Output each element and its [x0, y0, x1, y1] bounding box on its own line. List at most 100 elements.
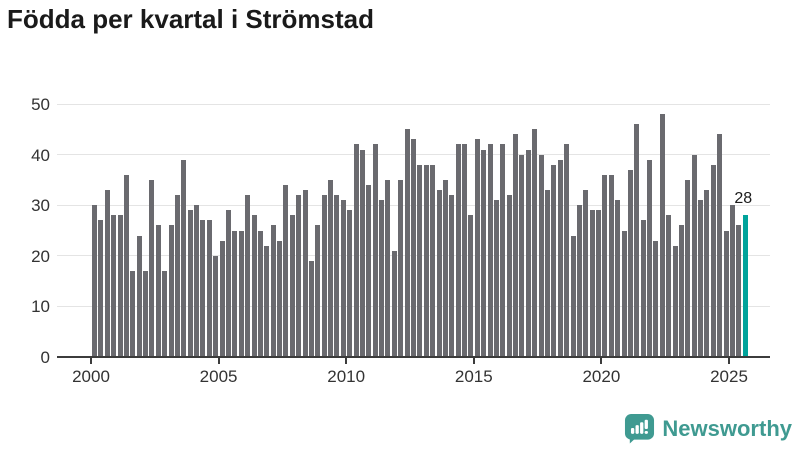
bar-quarter: [232, 230, 238, 357]
x-axis-tick-label: 2005: [199, 367, 238, 386]
bar-quarter: [481, 149, 487, 357]
bar-quarter: [168, 225, 174, 357]
x-axis-tick: [345, 358, 348, 364]
bar-quarter: [627, 169, 633, 357]
bar-quarter: [264, 245, 270, 357]
bar-quarter: [449, 195, 455, 357]
bar-quarter: [647, 159, 653, 357]
x-axis-tick-label: 2015: [454, 367, 493, 386]
bar-quarter: [525, 149, 531, 357]
bar-quarter: [442, 179, 448, 357]
bar-quarter: [289, 215, 295, 357]
bar-quarter: [359, 149, 365, 357]
x-axis-tick: [600, 358, 603, 364]
bar-quarter: [430, 164, 436, 357]
bar-quarter: [576, 205, 582, 357]
bar-quarter: [340, 200, 346, 357]
bar-quarter: [596, 210, 602, 357]
bar-quarter: [493, 200, 499, 357]
y-axis-tick-label: 20: [31, 246, 50, 266]
bar-quarter: [308, 260, 314, 357]
bar-quarter: [334, 195, 340, 357]
plot-area: [57, 103, 770, 357]
y-axis-tick-label: 10: [31, 297, 50, 317]
bar-quarter: [411, 139, 416, 357]
bar-quarter: [328, 179, 334, 357]
bar-quarter: [659, 114, 665, 357]
bar-quarter: [710, 164, 716, 357]
bar-quarter: [404, 129, 410, 357]
bar-quarter: [551, 164, 557, 357]
bar-quarter: [698, 200, 704, 357]
bar-quarter: [672, 245, 678, 357]
bar-quarter: [353, 144, 359, 357]
x-axis-tick-label: 2000: [72, 367, 110, 386]
bar-quarter: [621, 230, 627, 357]
bar-quarter: [270, 225, 276, 357]
bar-quarter: [136, 235, 142, 357]
bar-quarter: [187, 210, 193, 357]
bar-quarter: [225, 210, 231, 357]
bar-quarter: [245, 195, 251, 357]
bar-quarter: [296, 195, 302, 357]
bar-quarter: [723, 230, 729, 357]
bar-quarter: [366, 184, 372, 357]
x-axis-tick-label: 2020: [582, 367, 621, 386]
bar-quarter: [206, 220, 212, 357]
y-axis-tick-label: 50: [31, 95, 50, 114]
bar-quarter: [372, 144, 378, 357]
bar-quarter: [123, 174, 129, 357]
last-bar-value-label: 28: [734, 190, 753, 208]
bar-quarter: [181, 159, 187, 357]
newsworthy-logo[interactable]: Newsworthy: [624, 413, 792, 444]
bar-quarter: [391, 250, 397, 357]
x-axis-tick: [217, 358, 220, 364]
bar-quarter: [736, 225, 742, 357]
bar-quarter: [162, 270, 168, 357]
bar-quarter: [532, 129, 538, 357]
x-axis-line: [57, 356, 770, 358]
bar-quarter: [194, 205, 200, 357]
y-axis-tick-label: 0: [40, 348, 50, 367]
bar-quarter: [143, 270, 149, 357]
y-axis-tick-label: 30: [31, 196, 50, 216]
bar-quarter: [92, 205, 97, 357]
gridline-50: [57, 103, 770, 105]
bar-quarter: [219, 240, 225, 357]
bar-quarter: [347, 210, 353, 357]
x-axis-tick: [472, 358, 475, 364]
bar-quarter: [283, 184, 289, 357]
bar-quarter: [149, 179, 155, 357]
bar-quarter: [685, 179, 691, 357]
bar-quarter: [506, 195, 512, 357]
bar-latest-quarter-highlight: [742, 215, 748, 357]
bar-quarter: [200, 220, 206, 357]
bar-quarter: [155, 225, 161, 357]
bar-quarter: [251, 215, 257, 357]
x-axis-tick: [90, 358, 92, 364]
bar-quarter: [104, 190, 110, 357]
bar-quarter: [730, 205, 735, 357]
bar-quarter: [519, 154, 525, 357]
bar-quarter: [634, 124, 640, 357]
bar-quarter: [513, 134, 519, 357]
bar-quarter: [544, 190, 550, 357]
newsworthy-logo-text: Newsworthy: [662, 415, 792, 441]
y-axis-tick-label: 40: [31, 145, 50, 165]
bar-quarter: [538, 154, 544, 357]
bar-quarter: [570, 235, 576, 357]
x-axis-tick-label: 2025: [710, 367, 748, 386]
bar-quarter: [98, 220, 104, 357]
bar-quarter: [321, 195, 327, 357]
bar-quarter: [589, 210, 595, 357]
bar-quarter: [462, 144, 468, 357]
bar-quarter: [608, 174, 614, 357]
bar-quarter: [130, 270, 136, 357]
bar-quarter: [564, 144, 570, 357]
bar-quarter: [379, 200, 385, 357]
bar-quarter: [602, 174, 608, 357]
bar-quarter: [238, 230, 244, 357]
bar-quarter: [666, 215, 672, 357]
chart-title: Födda per kvartal i Strömstad: [7, 4, 374, 34]
